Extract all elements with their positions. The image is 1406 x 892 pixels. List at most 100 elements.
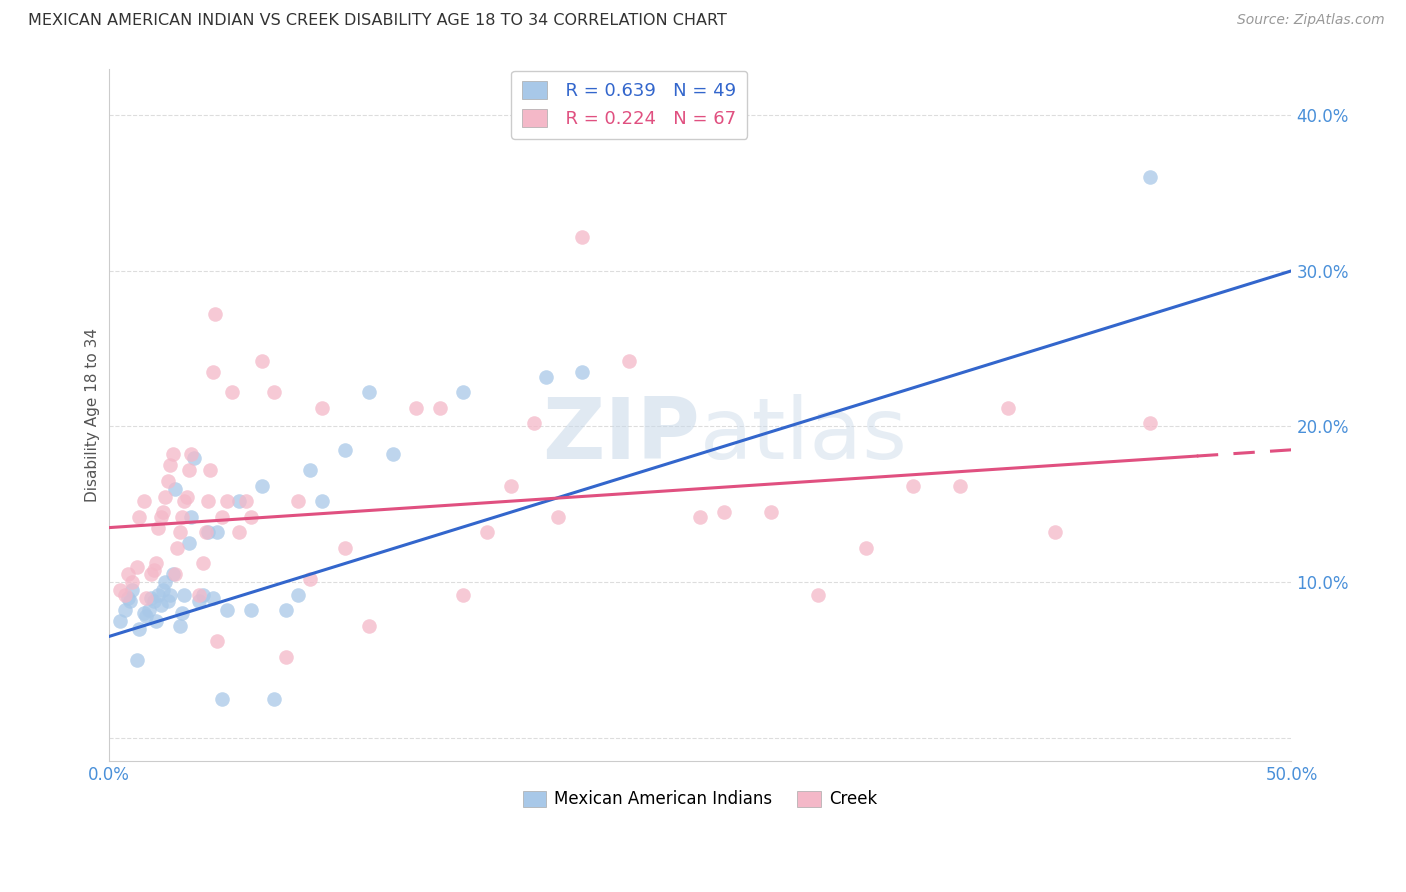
Point: [163, 482, 186, 496]
Point: [197, 494, 219, 508]
Point: [357, 385, 380, 400]
Point: [142, 563, 165, 577]
Point: [159, 458, 181, 473]
Point: [142, 594, 165, 608]
Point: [200, 463, 222, 477]
Point: [239, 509, 262, 524]
Point: [204, 307, 226, 321]
Point: [125, 559, 148, 574]
Point: [159, 588, 181, 602]
Point: [183, 450, 205, 465]
Point: [1043, 525, 1066, 540]
Point: [169, 618, 191, 632]
Point: [110, 614, 132, 628]
Point: [298, 572, 321, 586]
Point: [194, 525, 217, 540]
Point: [381, 448, 404, 462]
Point: [298, 463, 321, 477]
Point: [335, 541, 357, 555]
Point: [855, 541, 877, 555]
Point: [453, 588, 475, 602]
Point: [536, 369, 558, 384]
Point: [138, 603, 160, 617]
Point: [121, 575, 143, 590]
Point: [152, 582, 174, 597]
Point: [689, 509, 711, 524]
Point: [162, 567, 184, 582]
Point: [499, 478, 522, 492]
Point: [215, 494, 238, 508]
Point: [114, 603, 136, 617]
Point: [193, 557, 215, 571]
Point: [141, 591, 163, 605]
Point: [274, 649, 297, 664]
Point: [177, 463, 200, 477]
Point: [1139, 170, 1161, 185]
Point: [170, 606, 193, 620]
Point: [759, 505, 782, 519]
Point: [187, 588, 209, 602]
Text: ZIP: ZIP: [543, 394, 700, 477]
Point: [149, 509, 172, 524]
Point: [162, 448, 184, 462]
Point: [335, 442, 357, 457]
Point: [148, 521, 170, 535]
Point: [118, 594, 141, 608]
Point: [170, 509, 193, 524]
Point: [121, 582, 143, 597]
Point: [201, 365, 224, 379]
Point: [117, 567, 139, 582]
Point: [114, 588, 136, 602]
Point: [173, 494, 195, 508]
Point: [163, 567, 186, 582]
Point: [180, 509, 202, 524]
Point: [252, 478, 274, 492]
Point: [176, 490, 198, 504]
Point: [311, 401, 333, 415]
Point: [135, 591, 157, 605]
Point: [156, 474, 179, 488]
Point: [263, 691, 285, 706]
Point: [155, 490, 177, 504]
Point: [211, 509, 233, 524]
Point: [197, 525, 219, 540]
Point: [523, 417, 546, 431]
Point: [571, 229, 593, 244]
Point: [187, 594, 209, 608]
Point: [713, 505, 735, 519]
Point: [128, 622, 150, 636]
Point: [149, 599, 172, 613]
Text: atlas: atlas: [700, 394, 908, 477]
Point: [201, 591, 224, 605]
Point: [997, 401, 1019, 415]
Point: [274, 603, 297, 617]
Point: [263, 385, 285, 400]
Point: [177, 536, 200, 550]
Point: [429, 401, 451, 415]
Point: [949, 478, 972, 492]
Text: MEXICAN AMERICAN INDIAN VS CREEK DISABILITY AGE 18 TO 34 CORRELATION CHART: MEXICAN AMERICAN INDIAN VS CREEK DISABIL…: [28, 13, 727, 29]
Point: [547, 509, 569, 524]
Point: [207, 525, 229, 540]
Point: [571, 365, 593, 379]
Point: [180, 448, 202, 462]
Point: [405, 401, 427, 415]
Point: [169, 525, 191, 540]
Point: [155, 575, 177, 590]
Point: [807, 588, 830, 602]
Legend: Mexican American Indians, Creek: Mexican American Indians, Creek: [516, 784, 884, 815]
Point: [453, 385, 475, 400]
Point: [901, 478, 924, 492]
Point: [239, 603, 262, 617]
Point: [252, 354, 274, 368]
Point: [173, 588, 195, 602]
Point: [221, 385, 243, 400]
Point: [156, 594, 179, 608]
Point: [166, 541, 188, 555]
Point: [117, 591, 139, 605]
Point: [235, 494, 257, 508]
Point: [207, 634, 229, 648]
Point: [228, 494, 250, 508]
Point: [110, 582, 132, 597]
Point: [311, 494, 333, 508]
